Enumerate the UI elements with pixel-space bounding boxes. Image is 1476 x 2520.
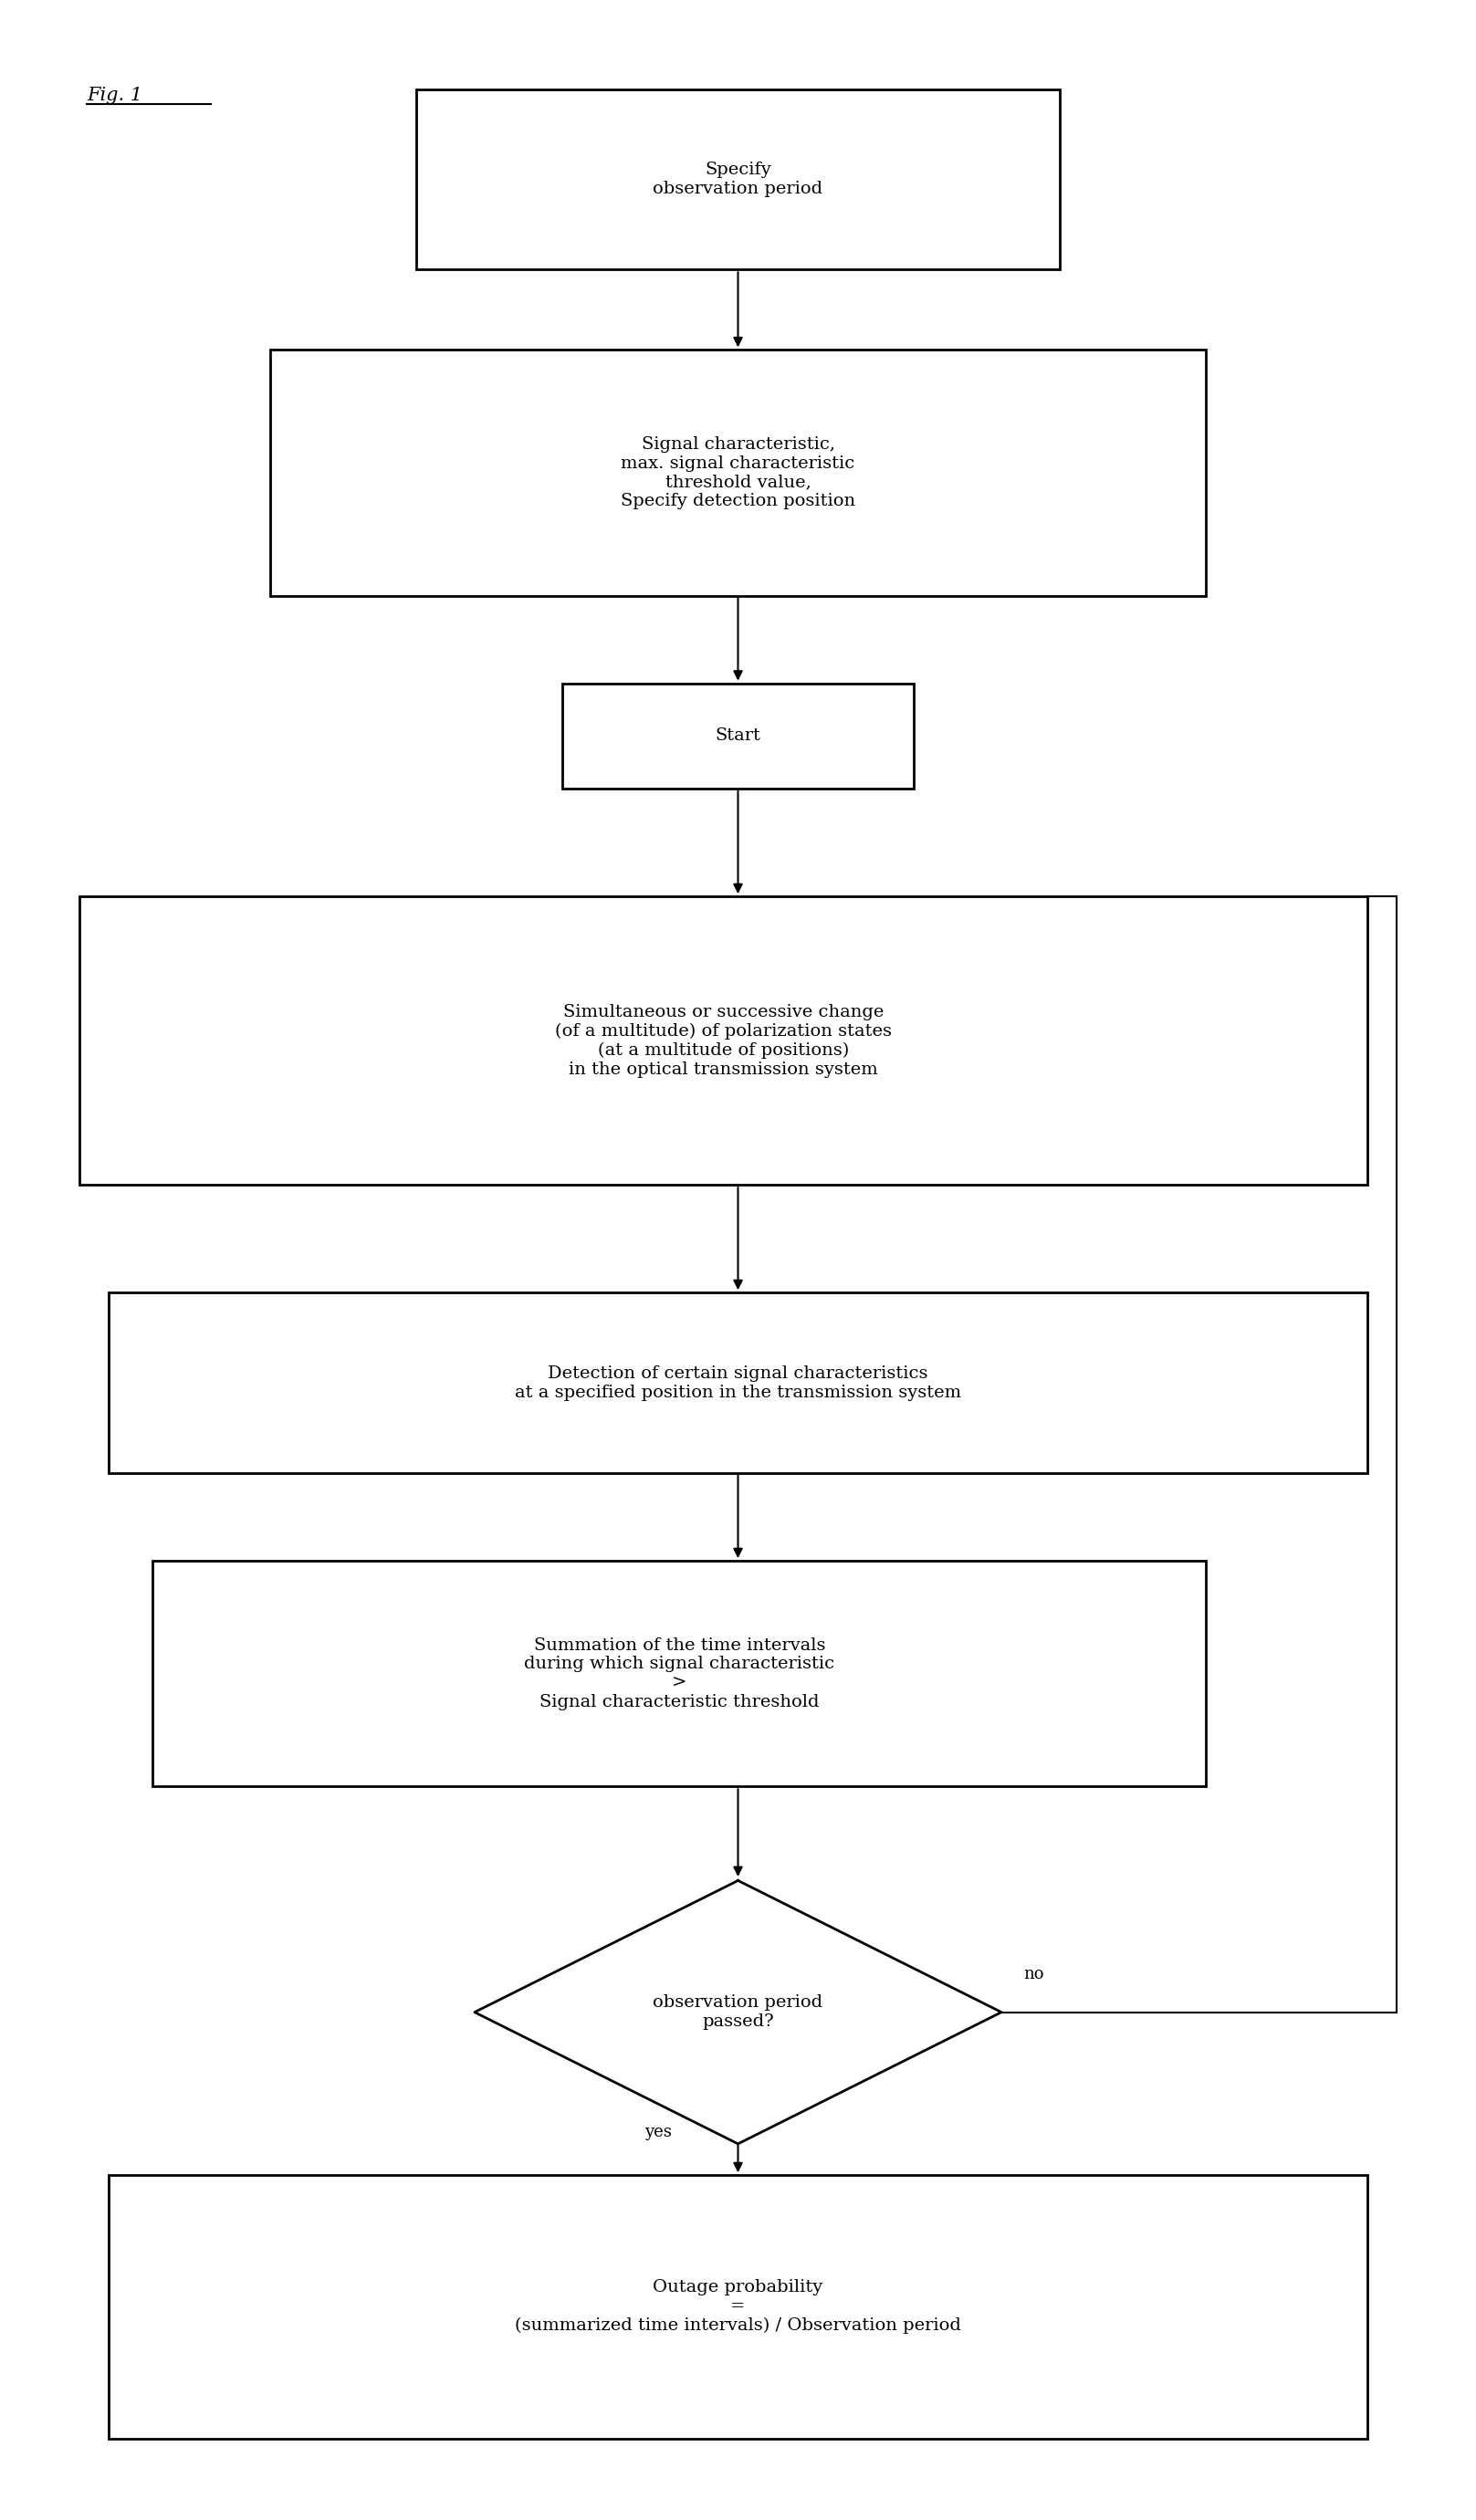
Text: yes: yes [645, 2124, 672, 2142]
FancyBboxPatch shape [416, 88, 1060, 270]
Text: Summation of the time intervals
during which signal characteristic
>
Signal char: Summation of the time intervals during w… [524, 1638, 835, 1711]
FancyBboxPatch shape [109, 2175, 1367, 2439]
Text: Simultaneous or successive change
(of a multitude) of polarization states
(at a : Simultaneous or successive change (of a … [555, 1003, 892, 1079]
Text: observation period
passed?: observation period passed? [652, 1993, 824, 2031]
FancyBboxPatch shape [152, 1560, 1206, 1787]
Text: no: no [1023, 1966, 1044, 1983]
FancyBboxPatch shape [562, 683, 914, 789]
Text: Fig. 1: Fig. 1 [87, 86, 143, 103]
Text: Outage probability
=
(summarized time intervals) / Observation period: Outage probability = (summarized time in… [515, 2281, 961, 2334]
FancyBboxPatch shape [270, 350, 1206, 595]
Text: Signal characteristic,
max. signal characteristic
threshold value,
Specify detec: Signal characteristic, max. signal chara… [620, 436, 856, 509]
Text: Specify
observation period: Specify observation period [652, 161, 824, 197]
Text: Start: Start [716, 728, 760, 743]
FancyBboxPatch shape [80, 897, 1367, 1184]
Text: Detection of certain signal characteristics
at a specified position in the trans: Detection of certain signal characterist… [515, 1366, 961, 1401]
FancyBboxPatch shape [109, 1293, 1367, 1474]
